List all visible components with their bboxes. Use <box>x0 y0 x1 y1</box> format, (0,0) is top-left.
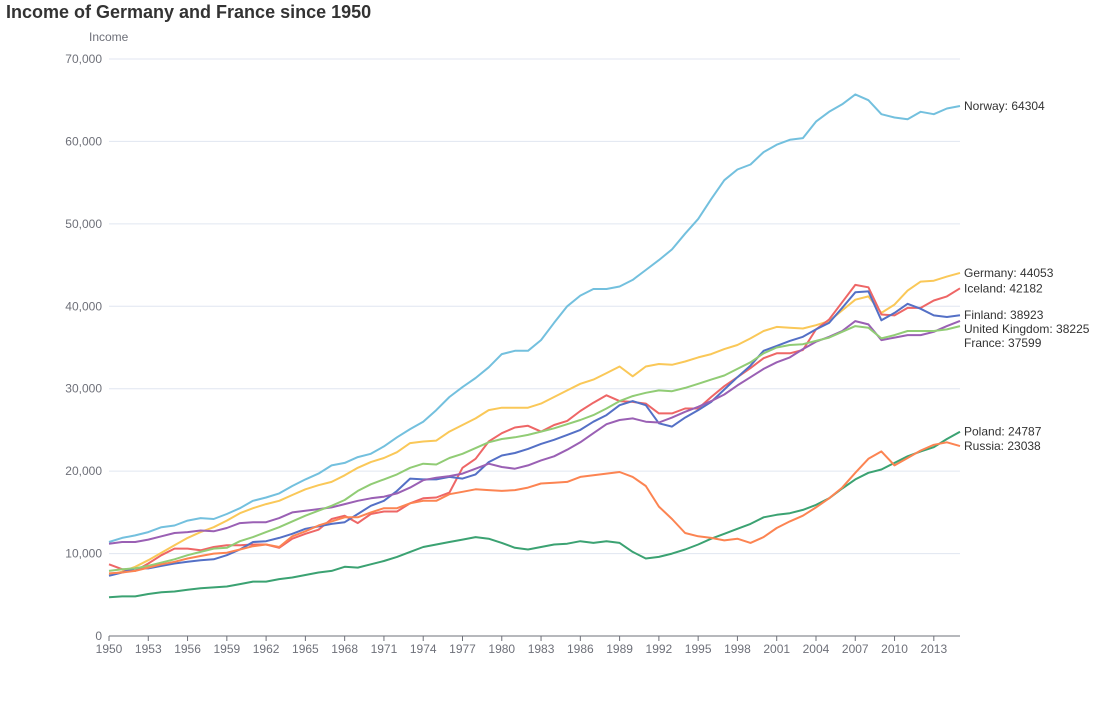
series-line-norway <box>108 93 961 543</box>
x-tick-label: 2001 <box>763 642 790 656</box>
end-label-iceland: Iceland: 42182 <box>964 281 1043 295</box>
x-tick-label: 1953 <box>135 642 162 656</box>
x-tick-label: 2010 <box>881 642 908 656</box>
series-line-finland <box>108 290 961 577</box>
y-tick-label: 60,000 <box>65 134 102 148</box>
end-label-russia: Russia: 23038 <box>964 439 1041 453</box>
y-tick-label: 20,000 <box>65 464 102 478</box>
y-tick-label: 70,000 <box>65 52 102 66</box>
x-tick-label: 1962 <box>253 642 280 656</box>
x-tick-label: 1992 <box>646 642 673 656</box>
x-tick-label: 1980 <box>488 642 515 656</box>
x-tick-label: 1968 <box>331 642 358 656</box>
y-tick-label: 50,000 <box>65 217 102 231</box>
end-label-poland: Poland: 24787 <box>964 425 1042 439</box>
x-tick-label: 2004 <box>803 642 830 656</box>
x-tick-label: 1971 <box>371 642 398 656</box>
x-tick-label: 1974 <box>410 642 437 656</box>
series-line-poland <box>108 430 961 599</box>
x-tick-label: 1995 <box>685 642 712 656</box>
y-tick-label: 30,000 <box>65 382 102 396</box>
x-tick-label: 1986 <box>567 642 594 656</box>
x-tick-label: 1983 <box>528 642 555 656</box>
series-line-iceland <box>108 283 961 572</box>
series-line-germany <box>108 271 961 576</box>
x-tick-label: 1956 <box>174 642 201 656</box>
x-tick-label: 1977 <box>449 642 476 656</box>
x-tick-label: 1959 <box>213 642 240 656</box>
end-label-norway: Norway: 64304 <box>964 99 1045 113</box>
y-tick-label: 10,000 <box>65 547 102 561</box>
end-label-united-kingdom: United Kingdom: 38225 <box>964 322 1090 336</box>
y-tick-label: 0 <box>95 629 102 643</box>
x-tick-label: 2013 <box>920 642 947 656</box>
x-tick-label: 1965 <box>292 642 319 656</box>
y-axis-title: Income <box>89 30 129 44</box>
x-tick-label: 1950 <box>96 642 123 656</box>
end-label-germany: Germany: 44053 <box>964 266 1054 280</box>
chart-title: Income of Germany and France since 1950 <box>6 2 372 22</box>
series-line-russia <box>108 441 961 575</box>
end-label-france: France: 37599 <box>964 336 1042 350</box>
x-tick-label: 2007 <box>842 642 869 656</box>
series-line-france <box>108 325 961 572</box>
end-label-finland: Finland: 38923 <box>964 308 1044 322</box>
x-tick-label: 1989 <box>606 642 633 656</box>
y-tick-label: 40,000 <box>65 299 102 313</box>
x-tick-label: 1998 <box>724 642 751 656</box>
